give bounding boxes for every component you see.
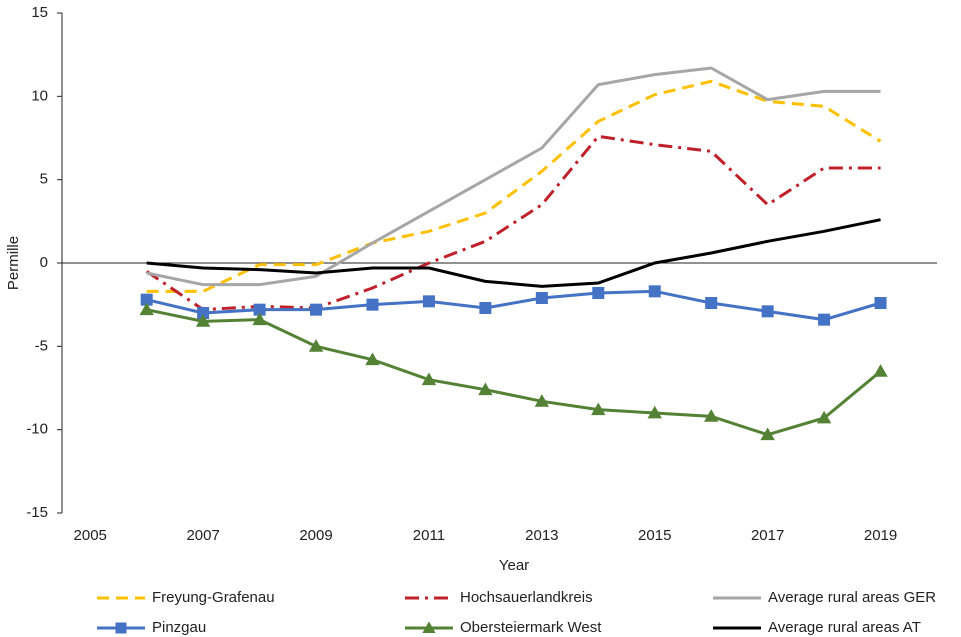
legend-label: Hochsauerlandkreis [460, 589, 593, 606]
marker [253, 303, 266, 316]
x-tick-label: 2007 [186, 527, 219, 544]
x-tick-label: 2009 [299, 527, 332, 544]
x-tick-label: 2005 [74, 527, 107, 544]
legend-label: Freyung-Grafenau [152, 589, 275, 606]
series-line [146, 79, 882, 293]
x-tick-label: 2017 [751, 527, 784, 544]
y-tick-label: 10 [31, 87, 48, 104]
legend-label: Average rural areas GER [768, 589, 936, 606]
marker [366, 298, 379, 311]
marker [592, 287, 605, 299]
y-tick-label: -15 [26, 504, 48, 521]
marker [705, 297, 718, 309]
marker [874, 297, 887, 309]
marker [115, 622, 127, 634]
marker [760, 427, 775, 441]
x-tick-label: 2011 [413, 527, 445, 544]
marker [421, 372, 437, 386]
marker [873, 364, 888, 377]
marker [761, 305, 774, 318]
x-axis-label: Year [499, 557, 529, 574]
marker [310, 303, 323, 316]
marker [197, 307, 210, 319]
y-tick-label: 5 [40, 171, 48, 188]
marker [478, 382, 493, 396]
marker [365, 352, 380, 366]
marker [591, 402, 606, 416]
marker [647, 405, 662, 419]
y-tick-label: 15 [31, 4, 48, 21]
marker [252, 312, 267, 326]
marker [535, 292, 548, 304]
marker [195, 314, 211, 327]
y-tick-label: 0 [40, 254, 48, 271]
marker [703, 409, 719, 422]
marker [534, 394, 550, 407]
series-line [146, 289, 881, 322]
marker [818, 313, 831, 326]
legend-label: Pinzgau [152, 619, 206, 636]
y-axis-label: Permille [5, 236, 22, 290]
series-line [145, 134, 881, 312]
legend-label: Average rural areas AT [768, 619, 921, 636]
marker [139, 302, 154, 316]
legend-label: Obersteiermark West [460, 619, 602, 636]
series-line [146, 66, 881, 287]
marker [816, 410, 832, 424]
y-tick-label: -5 [35, 337, 48, 354]
series-line [146, 308, 882, 437]
marker [422, 621, 436, 633]
x-tick-label: 2019 [864, 527, 897, 544]
x-tick-label: 2015 [638, 527, 671, 544]
marker [308, 339, 324, 352]
marker [648, 285, 661, 298]
series-line [146, 218, 881, 288]
marker [140, 293, 153, 306]
y-tick-label: -10 [26, 421, 48, 438]
marker [422, 295, 435, 308]
marker [479, 302, 492, 314]
x-tick-label: 2013 [525, 527, 558, 544]
